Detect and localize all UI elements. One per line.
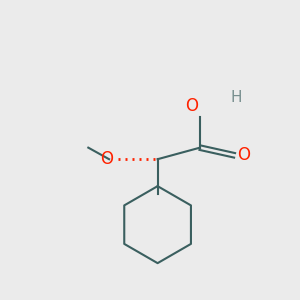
Text: O: O [237,146,250,164]
Text: O: O [100,150,113,168]
Text: H: H [231,90,242,105]
Text: O: O [184,97,198,115]
